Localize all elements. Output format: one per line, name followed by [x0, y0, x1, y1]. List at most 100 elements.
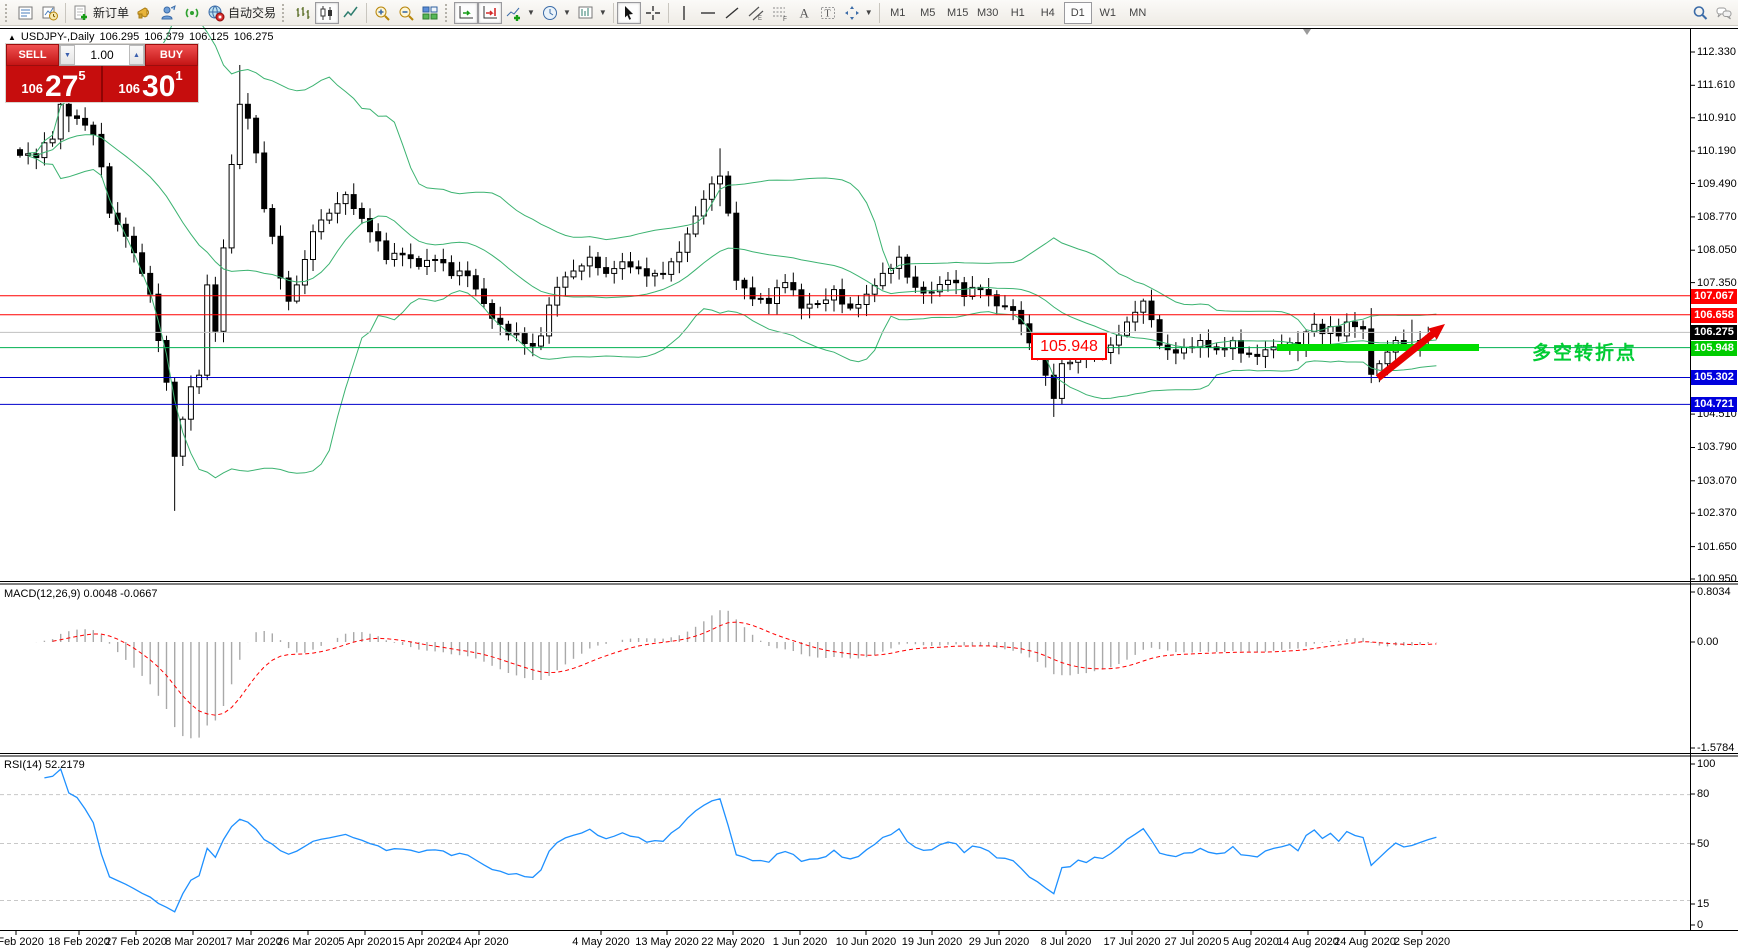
bar-chart-icon — [296, 6, 310, 19]
sell-price[interactable]: 106 27 5 — [6, 66, 101, 102]
buy-price[interactable]: 106 30 1 — [103, 66, 198, 102]
ohlc-low: 106.125 — [189, 31, 229, 43]
buy-price-main: 30 — [142, 70, 176, 103]
autotrading-button[interactable]: 自动交易 — [204, 2, 279, 24]
periods-clock-icon — [542, 5, 557, 20]
svg-text:A: A — [799, 5, 809, 20]
cursor-icon — [624, 5, 633, 20]
search-button[interactable] — [1688, 2, 1712, 24]
one-click-trading-panel: SELL ▼ 1.00 ▲ BUY 106 27 5 106 30 1 — [6, 44, 198, 102]
timeframe-m1[interactable]: M1 — [890, 6, 906, 19]
zoom-in-icon — [375, 6, 390, 21]
turning-point-text[interactable]: 多空转折点 — [1532, 343, 1638, 364]
collapse-triangle-icon[interactable]: ▲ — [8, 32, 16, 42]
symbol-title: ▲ USDJPY-,Daily 106.295 106.379 106.125 … — [8, 31, 274, 43]
price-callout-box[interactable]: 105.948 — [1031, 333, 1107, 360]
auto-scroll-button[interactable] — [454, 1, 479, 24]
chat-icon — [1716, 7, 1732, 19]
timeframe-h1[interactable]: H1 — [1010, 6, 1025, 19]
timeframe-m15[interactable]: M15 — [947, 6, 969, 19]
volume-spinner: ▼ 1.00 ▲ — [59, 44, 145, 66]
community-button[interactable] — [156, 2, 180, 24]
trend-line-button[interactable] — [720, 2, 744, 24]
dropdown-caret: ▼ — [562, 8, 571, 17]
line-chart-icon — [343, 6, 358, 17]
horizontal-line-button[interactable] — [696, 2, 720, 24]
chart-shift-button[interactable] — [478, 1, 503, 24]
timeframe-mn[interactable]: MN — [1129, 6, 1147, 19]
crosshair-icon — [645, 5, 660, 20]
timeframe-m30[interactable]: M30 — [977, 6, 999, 19]
autotrading-icon — [208, 5, 225, 21]
toolbar-grip — [282, 3, 288, 22]
toolbar-separator — [366, 2, 368, 23]
profiles-button[interactable] — [38, 2, 62, 24]
new-order-button[interactable]: 新订单 — [69, 2, 132, 24]
sell-button[interactable]: SELL — [6, 44, 59, 66]
ohlc-high: 106.379 — [144, 31, 185, 43]
price-divider — [101, 66, 103, 102]
trend-line-icon — [725, 6, 739, 19]
svg-text:F: F — [783, 16, 787, 22]
horizontal-line-icon — [700, 11, 715, 14]
ohlc-open: 106.295 — [99, 31, 140, 43]
charts-window-button[interactable] — [14, 2, 38, 24]
timeframe-d1[interactable]: D1 — [1063, 1, 1092, 24]
dropdown-caret: ▼ — [527, 8, 535, 17]
chart-shift-icon — [483, 5, 498, 18]
cursor-button[interactable] — [616, 1, 641, 24]
toolbar: 新订单 自动交易 ▼ ▼ ▼ E F A T ▼ M1 M5 M15 M30 H1 H4 D… — [0, 0, 1738, 26]
vertical-line-icon — [683, 5, 685, 20]
svg-text:E: E — [758, 16, 762, 22]
timeframe-m5[interactable]: M5 — [920, 6, 936, 19]
equidistant-channel-icon: E — [748, 6, 764, 22]
zoom-out-button[interactable] — [394, 2, 418, 24]
dropdown-caret: ▼ — [598, 8, 607, 17]
megaphone-button[interactable] — [132, 2, 156, 24]
tile-windows-button[interactable] — [418, 2, 442, 24]
candlestick-chart-button[interactable] — [315, 1, 340, 24]
crosshair-button[interactable] — [641, 2, 665, 24]
ohlc-close: 106.275 — [233, 31, 274, 43]
text-a-icon: A — [799, 5, 809, 20]
volume-down-button[interactable]: ▼ — [60, 45, 75, 65]
templates-button[interactable]: ▼ — [574, 2, 610, 24]
text-label-button[interactable]: T — [816, 2, 840, 24]
new-order-icon — [74, 5, 87, 20]
add-indicator-icon — [506, 7, 521, 21]
vertical-line-button[interactable] — [672, 2, 696, 24]
toolbar-grip — [5, 3, 11, 22]
volume-up-button[interactable]: ▲ — [129, 45, 144, 65]
signals-button[interactable] — [180, 2, 204, 24]
macd-indicator-label: MACD(12,26,9) 0.0048 -0.0667 — [4, 588, 158, 600]
toolbar-separator — [612, 2, 614, 23]
timeframe-h4[interactable]: H4 — [1040, 6, 1055, 19]
line-chart-button[interactable] — [339, 2, 363, 24]
templates-icon — [578, 6, 593, 18]
chat-button[interactable] — [1712, 2, 1736, 24]
sell-price-pip: 5 — [78, 68, 86, 83]
add-indicator-button[interactable]: ▼ — [502, 2, 538, 24]
auto-scroll-icon — [459, 5, 474, 18]
signals-icon — [185, 7, 199, 18]
fibonacci-icon: F — [772, 7, 787, 22]
fibonacci-button[interactable]: F — [768, 2, 792, 24]
text-label-icon: T — [820, 6, 835, 19]
zoom-in-button[interactable] — [370, 2, 394, 24]
symbol-name: USDJPY-,Daily — [20, 31, 95, 43]
charts-window-icon — [18, 6, 33, 19]
toolbar-grip — [445, 3, 451, 22]
toolbar-separator — [878, 2, 880, 23]
timeframe-w1[interactable]: W1 — [1099, 6, 1116, 19]
text-button[interactable]: A — [792, 2, 816, 24]
volume-input[interactable]: 1.00 — [90, 48, 114, 62]
megaphone-icon — [137, 6, 150, 18]
buy-price-base: 106 — [118, 81, 141, 96]
equidistant-channel-button[interactable]: E — [744, 2, 768, 24]
periods-button[interactable]: ▼ — [538, 2, 574, 24]
buy-button[interactable]: BUY — [145, 44, 198, 66]
arrows-button[interactable]: ▼ — [840, 2, 876, 24]
bar-chart-button[interactable] — [291, 2, 315, 24]
community-icon — [161, 4, 176, 19]
